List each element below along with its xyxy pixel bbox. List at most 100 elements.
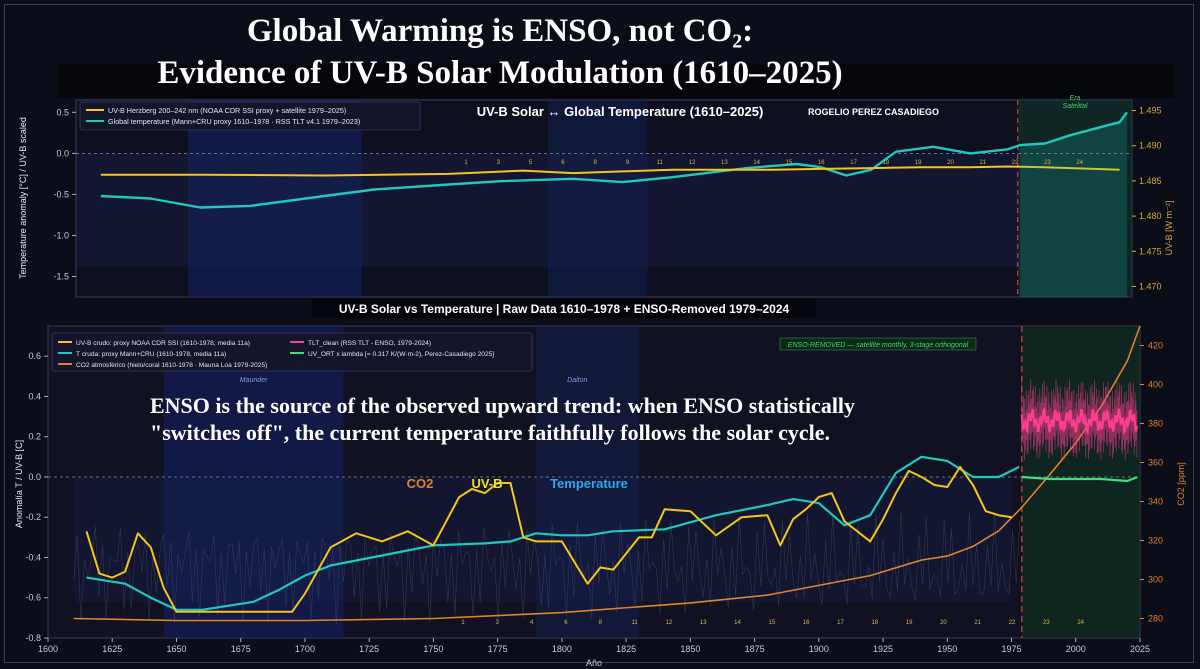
bottom-dalton-band xyxy=(536,326,639,638)
top-shade xyxy=(76,153,1018,267)
top-legend-box xyxy=(79,101,421,131)
top-ytick-label: -0.5 xyxy=(53,189,69,199)
top-ytick-label: 0.5 xyxy=(56,107,69,117)
top-ytick-right-label: 1.475 xyxy=(1139,246,1162,256)
bottom-uvort-line xyxy=(1021,475,1138,483)
bottom-cycle-label: 23 xyxy=(1043,620,1050,626)
top-satellite-fill xyxy=(1020,112,1128,297)
bottom-cycle-label: 21 xyxy=(974,620,981,626)
top-cycle-label: 8 xyxy=(594,160,598,166)
top-cycle-label: 16 xyxy=(818,160,825,166)
top-chart-title: UV-B Solar ↔ Global Temperature (1610–20… xyxy=(477,104,764,119)
bottom-xlabel: Año xyxy=(586,658,602,668)
main-title: Global Warming is ENSO, not CO₂: Evidenc… xyxy=(0,10,1000,94)
bottom-ytick-right-label: 340 xyxy=(1148,497,1163,507)
top-era-label-2: Satelital xyxy=(1063,103,1088,110)
title-background-strip xyxy=(58,64,1174,98)
bottom-xtick-label: 1925 xyxy=(873,644,893,654)
bottom-tlt-clean-line xyxy=(1020,406,1138,436)
top-cycle-label: 18 xyxy=(883,160,890,166)
top-ytick-label: -1.0 xyxy=(53,230,69,240)
bottom-cycle-label: 17 xyxy=(837,620,844,626)
bottom-xtick-label: 2000 xyxy=(1066,644,1086,654)
bottom-xtick-label: 1975 xyxy=(1002,644,1022,654)
bottom-ytick-label: -0.8 xyxy=(25,633,41,643)
bottom-ylabel: Anomalía T / UV-B [C] xyxy=(14,440,24,528)
top-ytick-right-label: 1.485 xyxy=(1139,176,1162,186)
uvb-series-label: UV-B xyxy=(471,476,502,491)
bottom-ytick-right-label: 420 xyxy=(1148,341,1163,351)
bottom-legend-entry: UV_ORT x lambda [= 0.317 K/(W·m-2), Pere… xyxy=(308,351,494,358)
bottom-cycle-label: 3 xyxy=(496,620,500,626)
bottom-xtick-label: 1875 xyxy=(745,644,765,654)
top-dalton-band xyxy=(548,100,648,297)
enso-removed-box xyxy=(779,337,977,351)
bottom-xtick-label: 1700 xyxy=(295,644,315,654)
top-cycle-label: 17 xyxy=(850,160,857,166)
bottom-xtick-label: 1775 xyxy=(488,644,508,654)
co2-series-label: CO2 xyxy=(407,476,434,491)
top-ytick-right-label: 1.480 xyxy=(1139,211,1162,221)
bottom-ytick-right-label: 400 xyxy=(1148,380,1163,390)
bottom-ytick-right-label: 300 xyxy=(1148,575,1163,585)
bottom-cycle-label: 13 xyxy=(700,620,707,626)
bottom-uvb-line xyxy=(85,465,1012,613)
overlay-line-1: ENSO is the source of the observed upwar… xyxy=(150,393,856,418)
top-cycle-label: 20 xyxy=(947,160,954,166)
top-cycle-label: 11 xyxy=(657,160,664,166)
bottom-cycle-label: 18 xyxy=(871,620,878,626)
bottom-cycle-label: 12 xyxy=(666,620,673,626)
bottom-cycle-label: 4 xyxy=(530,620,534,626)
bottom-cycle-label: 19 xyxy=(906,620,913,626)
bottom-tlt-band xyxy=(1021,378,1138,461)
bottom-legend-entry: CO2 atmosférico (hielo/coral 1610-1978 ·… xyxy=(76,362,267,369)
top-cycle-label: 3 xyxy=(497,160,501,166)
bottom-shade xyxy=(73,476,1012,602)
enso-removed-label: ENSO-REMOVED — satellite monthly, 3-stag… xyxy=(788,342,969,349)
dalton-label: Dalton xyxy=(567,377,587,384)
top-ytick-label: -1.5 xyxy=(53,271,69,281)
top-cycle-label: 5 xyxy=(529,160,533,166)
maunder-label: Maunder xyxy=(240,377,268,384)
bottom-ytick-right-label: 380 xyxy=(1148,419,1163,429)
top-cycle-label: 1 xyxy=(464,160,468,166)
bottom-ytick-label: 0.0 xyxy=(28,472,41,482)
bottom-cycle-label: 6 xyxy=(564,620,568,626)
top-era-label-1: Era xyxy=(1070,95,1081,102)
top-cycle-label: 24 xyxy=(1076,160,1083,166)
bottom-xtick-label: 1950 xyxy=(937,644,957,654)
top-ytick-right-label: 1.495 xyxy=(1139,106,1162,116)
top-temperature-line xyxy=(100,111,1128,209)
title-line-2: Evidence of UV-B Solar Modulation (1610–… xyxy=(157,55,843,91)
top-cycle-label: 13 xyxy=(721,160,728,166)
bottom-cycle-label: 24 xyxy=(1077,620,1084,626)
bottom-ytick-label: 0.6 xyxy=(28,351,41,361)
top-ytick-right-label: 1.490 xyxy=(1139,141,1162,151)
top-ylabel-right: UV-B [W m⁻²] xyxy=(1164,201,1174,256)
bottom-cycle-label: 22 xyxy=(1009,620,1016,626)
overlay-annotation: ENSO is the source of the observed upwar… xyxy=(150,392,930,446)
top-legend-entry: UV-B Herzberg 200–242 nm (NOAA CDR SSI p… xyxy=(108,106,346,115)
top-cycle-label: 21 xyxy=(979,160,986,166)
bottom-ylabel-right: CO2 [ppm] xyxy=(1176,462,1186,506)
bottom-ytick-right-label: 280 xyxy=(1148,614,1163,624)
figure-frame xyxy=(4,4,1194,663)
bottom-xtick-label: 1800 xyxy=(552,644,572,654)
bottom-ytick-right-label: 360 xyxy=(1148,458,1163,468)
top-uvb-line xyxy=(100,165,1120,177)
title-line-1: Global Warming is ENSO, not CO₂: xyxy=(246,13,754,49)
bottom-xtick-label: 1750 xyxy=(423,644,443,654)
bottom-cycle-label: 16 xyxy=(803,620,810,626)
bottom-ytick-right-label: 320 xyxy=(1148,536,1163,546)
top-cycle-label: 19 xyxy=(915,160,922,166)
bottom-xtick-label: 1650 xyxy=(166,644,186,654)
top-ytick-label: 0.0 xyxy=(56,148,69,158)
top-cycle-label: 15 xyxy=(786,160,793,166)
bottom-title-background xyxy=(312,298,816,318)
bottom-cycle-label: 1 xyxy=(461,620,465,626)
top-ylabel: Temperature anomaly [°C] / UV-B scaled xyxy=(18,117,28,279)
bottom-ytick-label: 0.2 xyxy=(28,432,41,442)
bottom-xtick-label: 1725 xyxy=(359,644,379,654)
bottom-ytick-label: -0.2 xyxy=(25,512,41,522)
